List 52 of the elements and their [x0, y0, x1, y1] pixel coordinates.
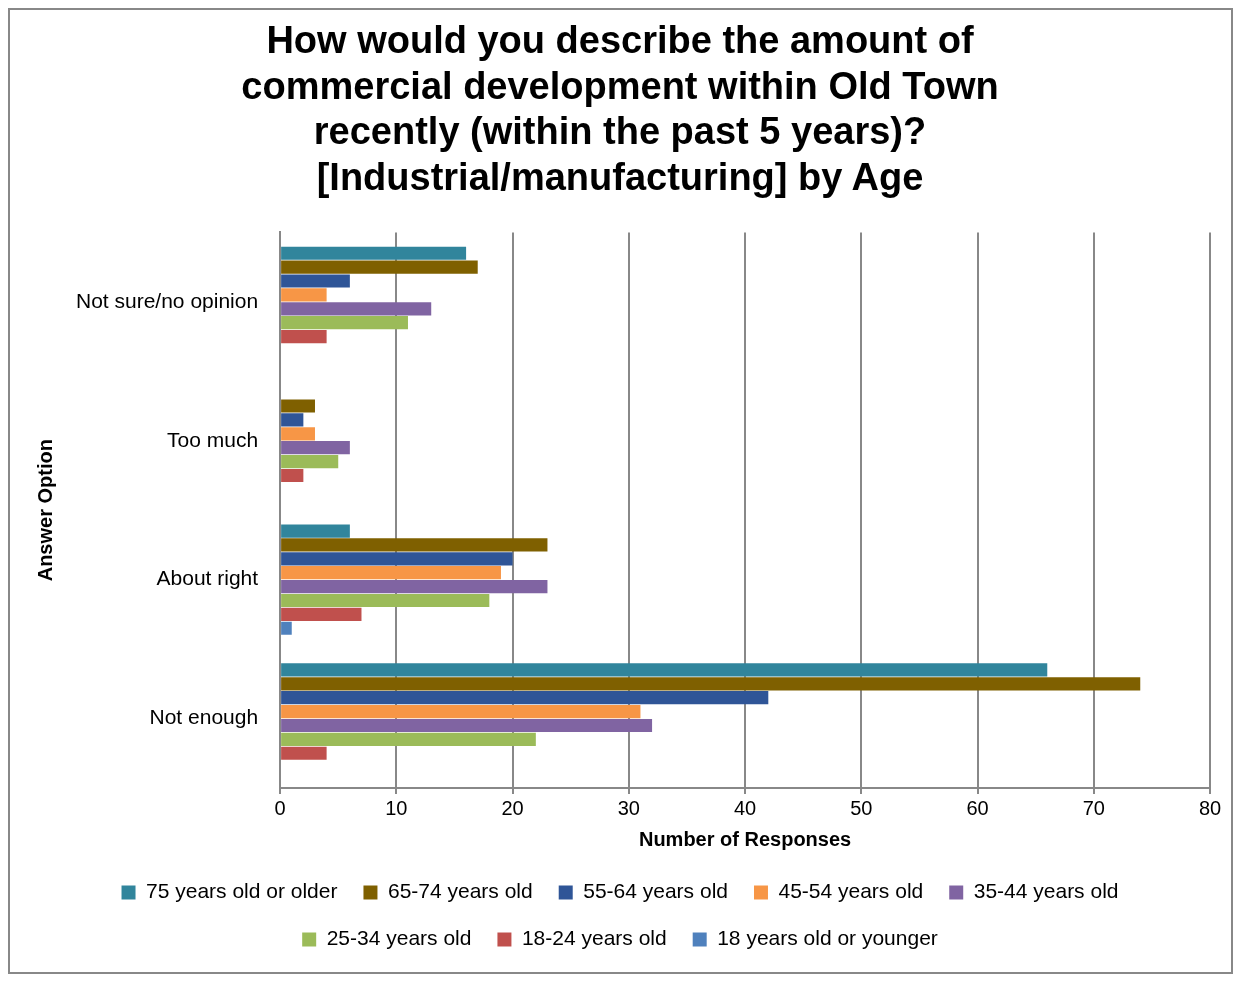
legend-label: 45-54 years old [778, 879, 924, 903]
x-tick-label: 70 [1082, 796, 1105, 819]
legend-label: 35-44 years old [973, 879, 1119, 903]
x-tick-label: 50 [850, 796, 873, 819]
bar [281, 663, 1048, 677]
bar [281, 691, 769, 705]
bar [281, 580, 548, 594]
y-axis-title: Answer Option [33, 439, 56, 582]
bar [281, 732, 536, 746]
x-tick-label: 40 [733, 796, 757, 819]
x-tick-label: 0 [274, 796, 286, 819]
bar [281, 316, 408, 330]
bar [281, 260, 478, 274]
legend-label: 18-24 years old [521, 926, 667, 950]
bar [281, 718, 653, 733]
chart-title: How would you describe the amount of commercial development within Old Town recently (within the past 5 years)? [Industrial/manufacturing] by Age [241, 19, 999, 199]
bar [281, 441, 350, 455]
x-axis-title: Number of Responses [638, 827, 852, 850]
x-tick-label: 80 [1198, 796, 1222, 819]
y-tick-label: Too much [167, 427, 259, 451]
y-tick-label: Not sure/no opinion [75, 288, 259, 312]
bar [281, 746, 327, 760]
bar [281, 454, 339, 469]
legend-label: 18 years old or younger [717, 926, 938, 950]
x-tick-label: 60 [966, 796, 989, 819]
bar [281, 524, 350, 538]
bar [281, 246, 467, 260]
bar [281, 399, 315, 413]
bar [281, 427, 315, 441]
x-tick-label: 20 [501, 796, 524, 819]
bar [281, 302, 432, 316]
bar [281, 677, 1141, 691]
bar [281, 552, 513, 566]
bar [281, 705, 641, 719]
bar [281, 621, 292, 635]
bar [281, 566, 501, 580]
x-tick-label: 30 [617, 796, 640, 819]
legend-label: 55-64 years old [583, 879, 728, 903]
bar [281, 288, 327, 302]
bar [281, 468, 304, 483]
bar [281, 329, 327, 344]
y-tick-label: Not enough [149, 705, 259, 729]
bar [281, 274, 350, 288]
bar [281, 413, 304, 427]
x-tick-label: 10 [385, 796, 408, 819]
y-tick-label: About right [156, 566, 259, 590]
legend-label: 25-34 years old [326, 926, 472, 950]
legend-label: 65-74 years old [387, 879, 533, 903]
bar [281, 593, 490, 608]
legend-label: 75 years old or older [146, 879, 338, 903]
bar [281, 607, 362, 621]
bar [281, 538, 548, 552]
